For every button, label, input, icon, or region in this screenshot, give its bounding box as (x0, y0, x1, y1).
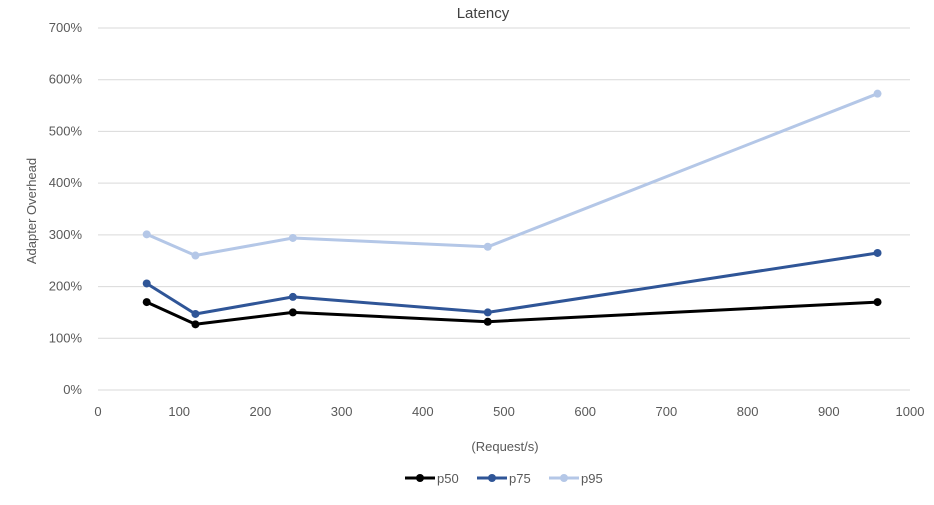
series-p75 (142, 248, 882, 318)
x-tick-label: 1000 (896, 404, 925, 419)
data-point-p95 (288, 233, 297, 242)
y-axis-ticks: 0% 100% 200% 300% 400% 500% 600% 700% (49, 20, 83, 397)
x-tick-label: 100 (168, 404, 190, 419)
x-tick-label: 700 (656, 404, 678, 419)
data-point-p50 (142, 298, 151, 307)
series-line-p50 (145, 300, 879, 326)
y-tick-label: 700% (49, 20, 83, 35)
legend-item-p75: p75 (477, 471, 531, 486)
x-tick-label: 200 (250, 404, 272, 419)
x-tick-label: 400 (412, 404, 434, 419)
data-point-p75 (142, 279, 151, 288)
legend-label: p95 (581, 471, 603, 486)
data-point-p50 (288, 308, 297, 317)
y-tick-label: 600% (49, 72, 83, 87)
series-line-p75 (145, 251, 879, 316)
chart-title: Latency (457, 5, 510, 22)
x-axis-label: (Request/s) (471, 439, 538, 454)
data-point-p50 (483, 317, 492, 326)
legend-swatch-marker (560, 474, 568, 482)
data-point-p75 (873, 248, 882, 257)
y-tick-label: 100% (49, 330, 83, 345)
gridlines (98, 27, 910, 391)
series-p50 (142, 298, 882, 329)
legend-swatch-marker (488, 474, 496, 482)
data-point-p75 (288, 292, 297, 301)
series-p95 (142, 89, 882, 260)
y-tick-label: 0% (63, 382, 82, 397)
data-point-p50 (873, 298, 882, 307)
data-point-p95 (191, 251, 200, 260)
x-tick-label: 600 (574, 404, 596, 419)
data-point-p95 (142, 230, 151, 239)
x-tick-label: 0 (94, 404, 101, 419)
legend-swatch-marker (416, 474, 424, 482)
data-point-p50 (191, 320, 200, 329)
x-tick-label: 900 (818, 404, 840, 419)
data-point-p95 (483, 242, 492, 251)
legend-item-p50: p50 (405, 471, 459, 486)
data-point-p95 (873, 89, 882, 98)
y-axis-label: Adapter Overhead (24, 158, 39, 264)
y-tick-label: 500% (49, 123, 83, 138)
x-tick-label: 800 (737, 404, 759, 419)
x-axis-ticks: 0 100 200 300 400 500 600 700 800 900 1000 (94, 404, 924, 419)
x-tick-label: 500 (493, 404, 515, 419)
data-point-p75 (483, 308, 492, 317)
legend-label: p75 (509, 471, 531, 486)
x-tick-label: 300 (331, 404, 353, 419)
y-tick-label: 400% (49, 175, 83, 190)
y-tick-label: 300% (49, 227, 83, 242)
legend: p50 p75 p95 (405, 471, 603, 486)
series-lines (142, 89, 882, 329)
legend-label: p50 (437, 471, 459, 486)
data-point-p75 (191, 309, 200, 318)
legend-item-p95: p95 (549, 471, 603, 486)
y-tick-label: 200% (49, 279, 83, 294)
series-line-p95 (145, 92, 879, 257)
